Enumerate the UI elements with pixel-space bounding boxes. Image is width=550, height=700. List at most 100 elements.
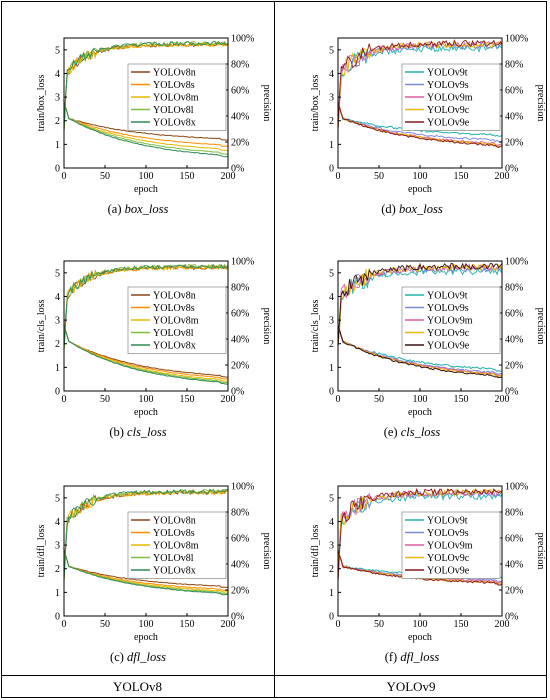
y-tick-label: 0 xyxy=(329,612,334,623)
y-tick-label: 0 xyxy=(55,164,60,175)
y2-tick-label: 20% xyxy=(505,586,523,597)
y2-tick-label: 80% xyxy=(231,508,249,519)
x-tick-label: 200 xyxy=(495,394,510,405)
y-tick-label: 2 xyxy=(329,339,334,350)
y2-tick-label: 100% xyxy=(231,482,254,493)
caption-e: (e) cls_loss xyxy=(276,425,548,440)
y-tick-label: 5 xyxy=(329,493,334,504)
x-tick-label: 0 xyxy=(336,619,341,630)
caption-c: (c) dfl_loss xyxy=(2,650,274,665)
x-tick-label: 200 xyxy=(495,619,510,630)
legend-label: YOLOv9t xyxy=(427,291,468,302)
y2-tick-label: 40% xyxy=(231,560,249,571)
plot-area xyxy=(64,40,228,158)
legend-label: YOLOv8l xyxy=(153,105,194,116)
y2-axis-label: precision xyxy=(261,85,272,122)
loss-line-yolov8x xyxy=(64,549,228,596)
y-tick-label: 4 xyxy=(329,292,334,303)
legend-label: YOLOv8x xyxy=(153,118,196,129)
y-tick-label: 3 xyxy=(329,93,334,104)
chart-panel-b: 0 50 100 150 200 0 1 2 3 4 5 0% 20% 40% 60% 80% 100% epoc… xyxy=(2,225,274,447)
legend-label: YOLOv9e xyxy=(427,118,470,129)
y2-tick-label: 60% xyxy=(505,309,523,320)
chart-svg-f: 0 50 100 150 200 0 1 2 3 4 5 0% 20% 40% 60% 80% 100% epoc… xyxy=(310,482,546,644)
x-tick-label: 200 xyxy=(495,171,510,182)
chart-panel-d: 0 50 100 150 200 0 1 2 3 4 5 0% 20% 40% 60% 80% 100% epoc… xyxy=(276,2,548,224)
y-tick-label: 5 xyxy=(55,493,60,504)
loss-line-yolov8n xyxy=(64,101,228,141)
legend-label: YOLOv9e xyxy=(427,341,470,352)
legend-label: YOLOv8m xyxy=(153,316,199,327)
y2-tick-label: 100% xyxy=(231,34,254,45)
precision-line-yolov8x xyxy=(64,40,228,132)
y2-tick-label: 20% xyxy=(231,138,249,149)
y2-tick-label: 40% xyxy=(231,112,249,123)
x-axis-label: epoch xyxy=(408,632,432,643)
x-tick-label: 0 xyxy=(336,394,341,405)
y-tick-label: 1 xyxy=(329,588,334,599)
legend-label: YOLOv8l xyxy=(153,328,194,339)
y-tick-label: 5 xyxy=(329,45,334,56)
x-axis-label: epoch xyxy=(134,632,158,643)
y2-axis-label: precision xyxy=(535,308,546,345)
y-tick-label: 1 xyxy=(329,140,334,151)
legend-label: YOLOv9c xyxy=(427,328,470,339)
legend-label: YOLOv9s xyxy=(427,303,469,314)
y-tick-label: 3 xyxy=(55,316,60,327)
precision-line-yolov9s xyxy=(338,490,502,583)
column-label-yolov9: YOLOv9 xyxy=(386,679,436,694)
y-axis-label: train/box_loss xyxy=(36,75,47,132)
legend-label: YOLOv9c xyxy=(427,105,470,116)
precision-line-yolov9e xyxy=(338,487,502,582)
chart-svg-e: 0 50 100 150 200 0 1 2 3 4 5 0% 20% 40% 60% 80% 100% epoc… xyxy=(310,257,546,419)
y-tick-label: 4 xyxy=(55,292,60,303)
y2-tick-label: 80% xyxy=(505,508,523,519)
legend-label: YOLOv8m xyxy=(153,541,199,552)
y-tick-label: 1 xyxy=(329,363,334,374)
legend-label: YOLOv8n xyxy=(153,291,196,302)
x-tick-label: 50 xyxy=(100,394,110,405)
y2-tick-label: 0% xyxy=(231,612,244,623)
y2-tick-label: 60% xyxy=(231,309,249,320)
y-tick-label: 2 xyxy=(329,564,334,575)
precision-line-yolov8x xyxy=(64,263,228,351)
y2-tick-label: 0% xyxy=(505,612,518,623)
caption-prefix: (f) xyxy=(384,650,401,664)
y2-tick-label: 20% xyxy=(505,138,523,149)
legend-label: YOLOv8n xyxy=(153,516,196,527)
y-tick-label: 2 xyxy=(55,116,60,127)
x-tick-label: 150 xyxy=(180,619,195,630)
chart-svg-b: 0 50 100 150 200 0 1 2 3 4 5 0% 20% 40% 60% 80% 100% epoc… xyxy=(36,257,272,419)
x-tick-label: 200 xyxy=(221,394,236,405)
legend-label: YOLOv9c xyxy=(427,553,470,564)
loss-line-yolov8x xyxy=(64,101,228,158)
x-tick-label: 150 xyxy=(180,171,195,182)
y2-tick-label: 40% xyxy=(505,335,523,346)
x-tick-label: 150 xyxy=(454,171,469,182)
legend-label: YOLOv9t xyxy=(427,516,468,527)
y-tick-label: 2 xyxy=(55,564,60,575)
x-tick-label: 100 xyxy=(139,619,154,630)
chart-panel-e: 0 50 100 150 200 0 1 2 3 4 5 0% 20% 40% 60% 80% 100% epoc… xyxy=(276,225,548,447)
loss-line-yolov8s xyxy=(64,101,228,148)
caption-prefix: (b) xyxy=(109,425,128,439)
caption-prefix: (a) xyxy=(107,202,125,216)
y2-tick-label: 80% xyxy=(505,283,523,294)
x-tick-label: 100 xyxy=(413,171,428,182)
y2-tick-label: 60% xyxy=(505,86,523,97)
y-axis-label: train/cls_loss xyxy=(36,300,47,353)
x-tick-label: 50 xyxy=(100,171,110,182)
x-tick-label: 50 xyxy=(374,171,384,182)
plot-area xyxy=(64,263,228,385)
x-tick-label: 50 xyxy=(374,394,384,405)
loss-line-yolov9e xyxy=(338,324,502,379)
y-tick-label: 0 xyxy=(329,387,334,398)
y-tick-label: 0 xyxy=(329,164,334,175)
y2-tick-label: 0% xyxy=(505,164,518,175)
x-tick-label: 200 xyxy=(221,619,236,630)
y-tick-label: 4 xyxy=(55,69,60,80)
y-tick-label: 3 xyxy=(55,93,60,104)
y2-tick-label: 80% xyxy=(231,60,249,71)
x-tick-label: 100 xyxy=(413,619,428,630)
caption-name: cls_loss xyxy=(127,425,167,439)
